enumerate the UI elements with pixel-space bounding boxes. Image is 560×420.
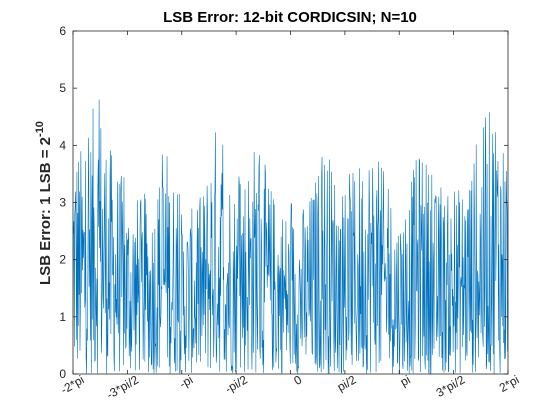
y-tick-label: 5 [59,81,66,95]
y-tick-label: 0 [59,367,66,381]
chart-title: LSB Error: 12-bit CORDICSIN; N=10 [163,9,417,26]
y-tick-label: 2 [59,253,66,267]
y-axis-label-main: LSB Error: 1 LSB = 2 [37,137,54,285]
error-series-line [72,99,509,374]
y-tick-label: 6 [59,24,66,38]
y-tick-label: 1 [59,310,66,324]
y-tick-label: 3 [59,196,66,210]
x-tick-label: -pi [177,372,196,391]
series-layer [72,99,509,374]
y-tick-label: 4 [59,138,66,152]
y-axis-label: LSB Error: 1 LSB = 2-10 [34,121,54,285]
y-axis-label-superscript: -10 [34,121,46,137]
